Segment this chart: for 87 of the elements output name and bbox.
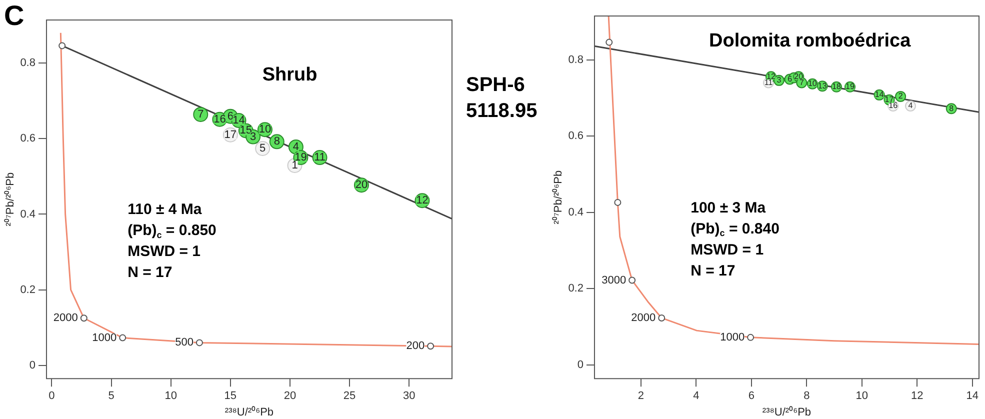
y-axis-title: ²⁰⁷Pb/²⁰⁶Pb <box>552 170 565 224</box>
y-axis-title: ²⁰⁷Pb/²⁰⁶Pb <box>4 172 17 226</box>
text: Dolomita romboédrica <box>708 30 912 52</box>
annotation: MSWD = 1 <box>128 243 201 260</box>
annotation: 12 <box>766 72 776 81</box>
annotation: 6 <box>227 110 234 122</box>
annotation: 200 <box>406 340 425 352</box>
x-tick-label: 10 <box>164 390 177 402</box>
annotation: 19 <box>846 82 855 92</box>
annotation: 10 <box>258 124 272 136</box>
annotation: 14 <box>874 90 884 100</box>
annotation: 3 <box>250 130 256 143</box>
annotation: N = 17 <box>690 262 736 280</box>
point <box>196 339 203 346</box>
y-tick-label: 0 <box>577 358 584 371</box>
y-tick-label: 0.6 <box>568 130 584 142</box>
annotation: 1 <box>292 160 298 172</box>
annotation: 8 <box>274 136 280 148</box>
x-axis-title: ²³⁸U/²⁰⁶Pb <box>762 405 812 418</box>
annotation: 13 <box>818 81 828 90</box>
point <box>658 314 666 322</box>
point <box>119 334 126 342</box>
x-tick-label: 4 <box>693 390 700 402</box>
y-tick-label: 0.6 <box>20 132 36 145</box>
x-tick-label: 6 <box>748 390 754 402</box>
annotation: 3 <box>776 76 782 85</box>
annotation: 12 <box>416 194 428 207</box>
x-tick-label: 30 <box>402 390 416 402</box>
point <box>606 38 613 46</box>
x-tick-label: 15 <box>224 390 237 402</box>
annotation: 18 <box>832 82 842 92</box>
point <box>628 276 636 284</box>
y-tick-label: 0 <box>29 359 36 372</box>
x-tick-label: 14 <box>966 390 978 402</box>
annotation: 10 <box>808 79 818 88</box>
annotation: 500 <box>175 336 194 349</box>
y-tick-label: 0.8 <box>20 57 36 70</box>
y-tick-label: 0.4 <box>568 206 584 218</box>
annotation: 8 <box>949 104 954 113</box>
x-tick-label: 20 <box>284 390 296 402</box>
annotation: 11 <box>314 152 326 164</box>
annotation: MSWD = 1 <box>690 241 764 258</box>
text: 5118.95 <box>466 99 538 124</box>
x-tick-label: 2 <box>638 390 644 402</box>
annotation: 11 <box>764 78 774 87</box>
point <box>427 342 434 350</box>
text: Shrub <box>262 64 318 86</box>
annotation: 20 <box>355 179 368 192</box>
annotation: 2000 <box>53 312 78 324</box>
annotation: 110 ± 4 Ma <box>128 201 202 218</box>
annotation: 15 <box>240 124 252 137</box>
annotation: 6 <box>788 74 793 84</box>
text: SPH-6 <box>466 73 526 98</box>
annotation: 16 <box>214 113 226 126</box>
x-tick-label: 10 <box>856 390 868 402</box>
annotation: 2 <box>898 92 904 101</box>
annotation: 5 <box>260 142 266 155</box>
point <box>614 198 622 206</box>
annotation: 14 <box>232 114 245 127</box>
annotation: 1000 <box>92 332 117 344</box>
x-tick-label: 12 <box>911 390 924 402</box>
point <box>747 334 754 341</box>
annotation: 20 <box>794 72 804 81</box>
annotation: 2000 <box>631 312 656 324</box>
x-tick-label: 8 <box>804 390 810 402</box>
annotation: 16 <box>888 101 898 110</box>
annotation: 19 <box>294 152 307 164</box>
point <box>58 42 66 50</box>
y-tick-label: 0.2 <box>20 284 36 296</box>
annotation: 7 <box>198 108 204 120</box>
y-tick-label: 0.2 <box>568 282 584 295</box>
y-tick-label: 0.8 <box>568 54 584 66</box>
annotation: 4 <box>908 101 914 110</box>
point <box>80 314 88 322</box>
chart-subtitle: C <box>4 0 24 32</box>
annotation: 1000 <box>720 331 745 344</box>
x-tick-label: 5 <box>108 390 114 402</box>
annotation: 7 <box>799 78 804 87</box>
x-tick-label: 0 <box>48 390 55 402</box>
annotation: 17 <box>224 128 237 141</box>
annotation: 4 <box>292 140 300 153</box>
y-tick-label: 0.4 <box>20 208 36 220</box>
annotation: 100 ± 3 Ma <box>690 199 766 216</box>
x-axis-title: ²³⁸U/²⁰⁶Pb <box>224 405 274 418</box>
annotation: 3000 <box>602 274 626 286</box>
annotation: N = 17 <box>128 264 172 282</box>
x-tick-label: 25 <box>343 390 356 402</box>
